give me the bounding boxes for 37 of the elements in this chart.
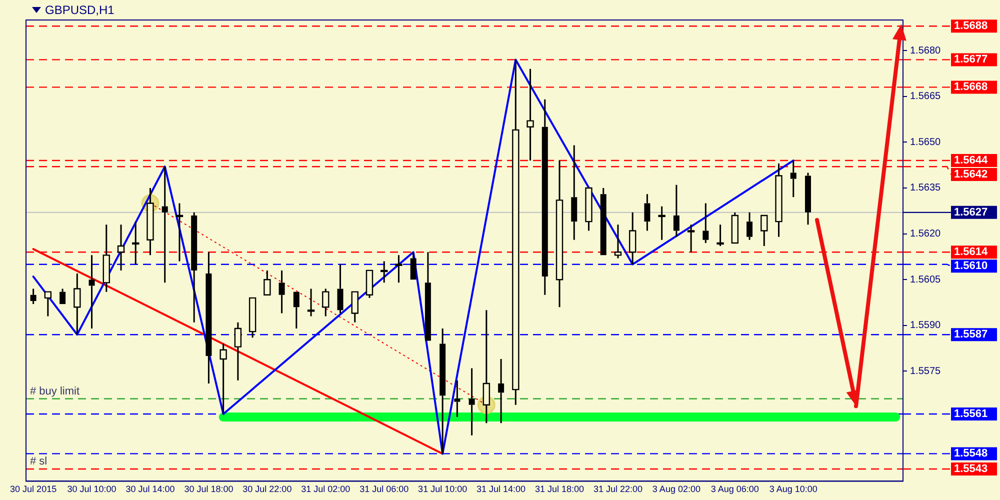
y-tick-label: 1.5680 (910, 45, 942, 56)
chart-title: GBPUSD,H1 (45, 3, 114, 17)
x-tick-label: 30 Jul 18:00 (184, 484, 234, 494)
y-tick-label: 1.5665 (910, 91, 942, 102)
ref-line-label: 1.5688 (954, 20, 988, 32)
x-tick-label: 31 Jul 14:00 (476, 484, 526, 494)
ref-line-label: 1.5587 (954, 328, 988, 341)
y-tick-label: 1.5590 (910, 320, 942, 332)
x-tick-label: 31 Jul 22:00 (593, 484, 642, 494)
ref-line-label: 1.5627 (954, 206, 988, 218)
ref-line-label: 1.5543 (954, 463, 988, 476)
ref-line-label: 1.5614 (954, 246, 989, 258)
annotation: # buy limit (30, 385, 80, 398)
x-tick-label: 31 Jul 02:00 (301, 484, 350, 494)
ref-line-label: 1.5610 (954, 260, 988, 272)
x-tick-label: 3 Aug 10:00 (769, 484, 818, 494)
y-tick-label: 1.5635 (910, 182, 942, 194)
ref-line-label: 1.5642 (954, 168, 988, 181)
ref-line-label: 1.5668 (954, 81, 988, 94)
ref-line-label: 1.5677 (954, 54, 988, 66)
annotation: # sl (30, 456, 48, 468)
y-tick-label: 1.5575 (910, 366, 942, 377)
y-tick-label: 1.5620 (910, 228, 942, 240)
y-tick-label: 1.5605 (910, 274, 942, 286)
x-tick-label: 3 Aug 06:00 (710, 484, 759, 494)
ref-line-label: 1.5644 (954, 154, 989, 167)
ref-line-label: 1.5548 (954, 448, 988, 460)
x-tick-label: 30 Jul 22:00 (242, 484, 292, 494)
x-tick-label: 31 Jul 10:00 (418, 484, 468, 494)
x-tick-label: 31 Jul 06:00 (360, 484, 409, 494)
y-tick-label: 1.5650 (910, 136, 942, 148)
x-tick-label: 30 Jul 2015 (10, 484, 57, 494)
ref-line-label: 1.5561 (954, 408, 988, 420)
x-tick-label: 31 Jul 18:00 (534, 484, 584, 494)
x-tick-label: 3 Aug 02:00 (652, 484, 700, 494)
x-tick-label: 30 Jul 10:00 (67, 484, 116, 494)
x-tick-label: 30 Jul 14:00 (126, 484, 175, 494)
